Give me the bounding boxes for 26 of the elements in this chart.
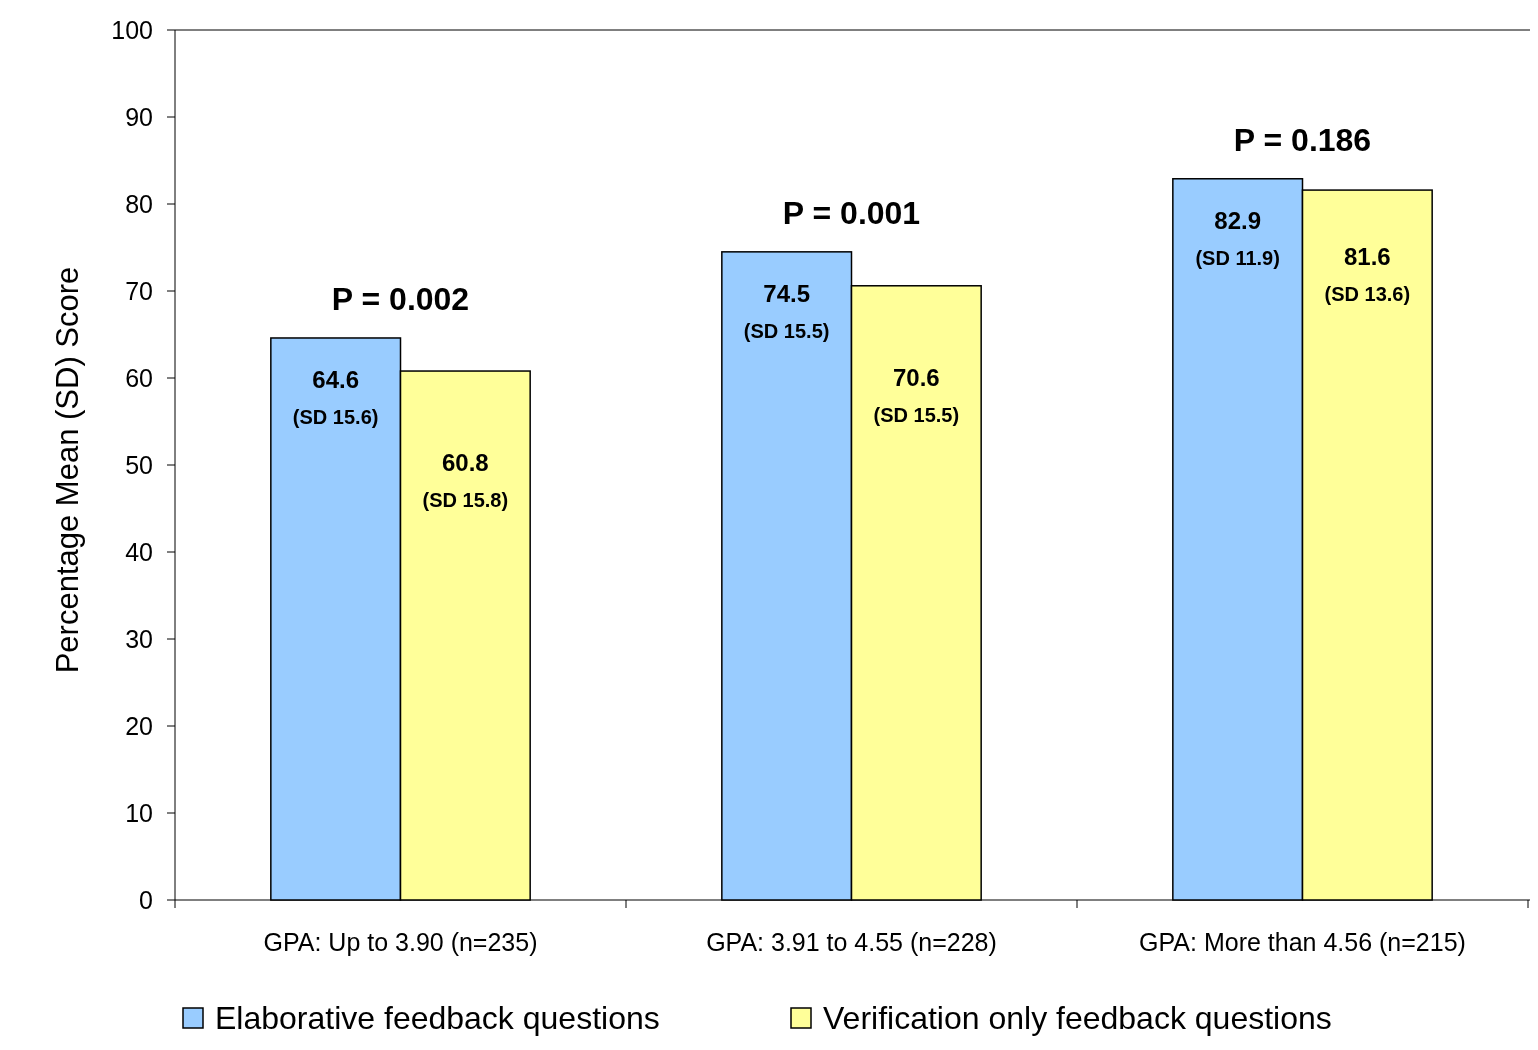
data-label: 70.6 (SD 15.5) [873,363,960,426]
y-tick-label: 70 [125,277,153,305]
data-label: 64.6 (SD 15.6) [292,365,379,428]
legend-label: Verification only feedback questions [823,1000,1332,1036]
annotation: P = 0.186 [1233,121,1372,158]
y-tick-label: 100 [111,16,153,44]
y-tick-label: 50 [125,451,153,479]
legend-label: Elaborative feedback questions [215,1000,660,1036]
y-tick-label: 40 [125,538,153,566]
y-tick-label: 10 [125,799,153,827]
y-tick-label: 20 [125,712,153,740]
y-tick-label: 30 [125,625,153,653]
annotation: P = 0.001 [782,194,921,231]
y-tick-label: 60 [125,364,153,392]
data-label: 60.8 (SD 15.8) [422,449,509,512]
x-tick-label: GPA: Up to 3.90 (n=235) [263,928,538,956]
y-tick-label: 90 [125,103,153,131]
x-tick-label: GPA: More than 4.56 (n=215) [1139,928,1466,956]
data-label: 74.5 (SD 15.5) [743,279,830,342]
y-axis-title: Percentage Mean (SD) Score [50,266,85,674]
annotation: P = 0.002 [331,280,470,317]
x-tick-label: GPA: 3.91 to 4.55 (n=228) [706,928,997,956]
y-tick-label: 80 [125,190,153,218]
y-tick-label: 0 [139,886,153,914]
data-label: 81.6 (SD 13.6) [1324,243,1411,306]
data-label: 82.9 (SD 11.9) [1195,206,1280,269]
